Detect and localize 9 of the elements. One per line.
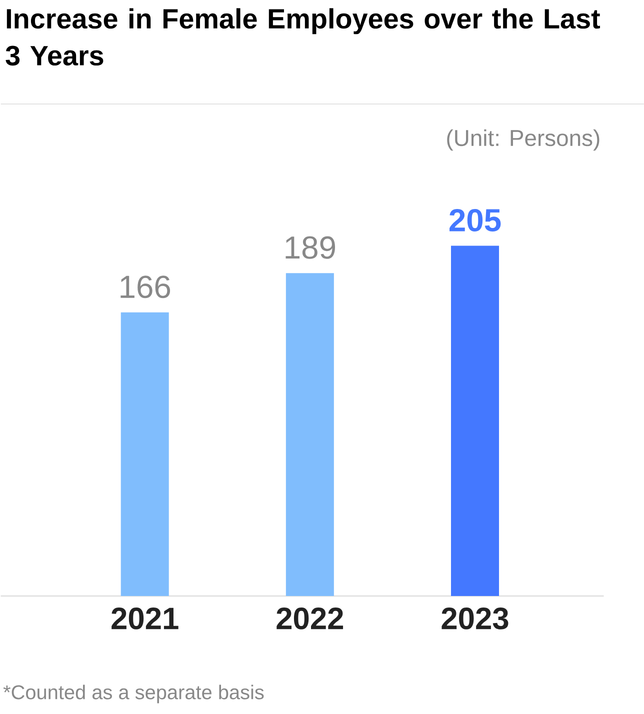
data-label: 189	[286, 236, 335, 259]
text: *Counted as a separate basis	[3, 684, 264, 704]
data-label: 166	[120, 276, 170, 298]
chart-title: Increase in Female Employees over the Last 3 Years	[6, 8, 600, 66]
text: (Unit: Persons)	[446, 129, 600, 151]
x-tick-label: 2022	[276, 608, 343, 630]
x-tick-label: 2023	[442, 608, 508, 630]
data-label: 205	[449, 208, 501, 232]
x-tick-label: 2021	[111, 608, 178, 630]
